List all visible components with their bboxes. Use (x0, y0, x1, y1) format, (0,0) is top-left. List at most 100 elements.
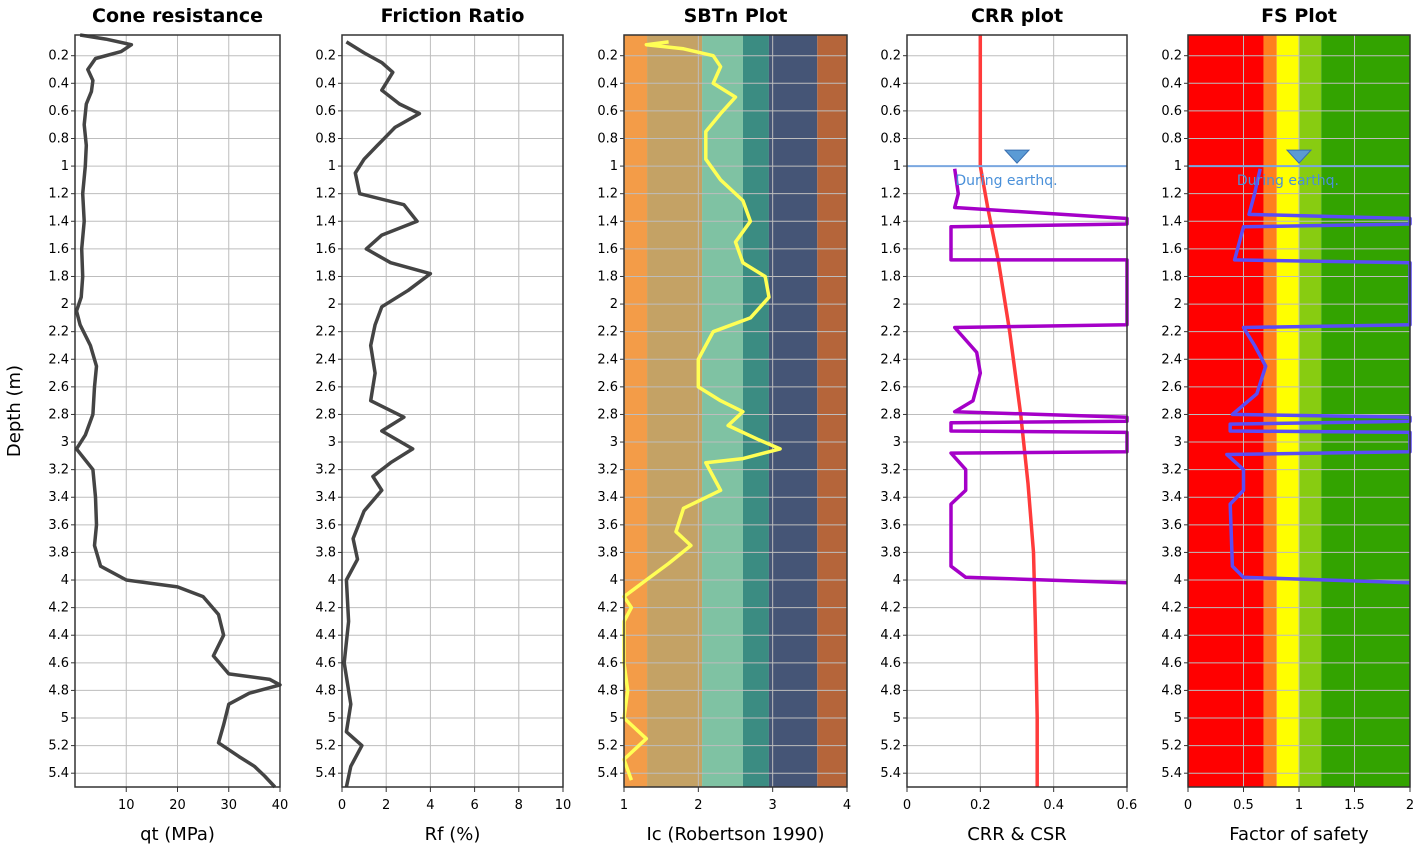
x-tick-label: 2 (1406, 798, 1414, 813)
x-axis-label: Ic (Robertson 1990) (647, 824, 825, 845)
y-tick-label: 3.2 (880, 463, 901, 478)
y-tick-label: 0.8 (1161, 131, 1182, 146)
y-tick-label: 5.4 (315, 766, 336, 781)
panel-title: Friction Ratio (381, 5, 525, 27)
y-tick-label: 1.6 (48, 242, 69, 257)
y-tick-label: 1.4 (1161, 214, 1182, 229)
y-tick-label: 0.2 (597, 49, 618, 64)
y-tick-label: 4.8 (48, 683, 69, 698)
y-tick-label: 3.2 (597, 463, 618, 478)
y-tick-label: 0.4 (48, 76, 69, 91)
y-tick-label: 2 (610, 297, 618, 312)
y-tick-label: 1 (610, 159, 618, 174)
y-tick-label: 5.4 (597, 766, 618, 781)
y-tick-label: 0.2 (48, 49, 69, 64)
zone-band-5 (768, 35, 818, 787)
data-series-1 (1225, 168, 1412, 585)
y-tick-label: 2.6 (315, 380, 336, 395)
y-tick-label: 0.6 (1161, 104, 1182, 119)
data-series-1 (622, 40, 782, 781)
y-tick-label: 5.4 (880, 766, 901, 781)
y-tick-label: 3.4 (880, 490, 901, 505)
y-tick-label: 2.6 (597, 380, 618, 395)
x-tick-label: 3 (769, 798, 777, 813)
y-tick-label: 3.8 (315, 545, 336, 560)
y-tick-label: 2.2 (48, 325, 69, 340)
y-tick-label: 1.2 (880, 187, 901, 202)
y-tick-label: 0.4 (1161, 76, 1182, 91)
y-tick-label: 1.8 (48, 269, 69, 284)
y-tick-label: 1.2 (48, 187, 69, 202)
zone-band-6 (817, 35, 847, 787)
y-tick-label: 4.4 (315, 628, 336, 643)
y-tick-label: 1.8 (597, 269, 618, 284)
y-tick-label: 0.8 (880, 131, 901, 146)
y-tick-label: 0.2 (1161, 49, 1182, 64)
data-series-1 (978, 35, 1039, 787)
x-tick-label: 0.2 (970, 798, 991, 813)
water-table-label: During earthq. (955, 173, 1057, 189)
panel-title: CRR plot (971, 5, 1063, 27)
y-tick-label: 4 (1174, 573, 1182, 588)
x-axis-label: CRR & CSR (967, 824, 1067, 845)
y-tick-label: 2.4 (315, 352, 336, 367)
x-tick-label: 20 (169, 798, 186, 813)
data-series-2 (949, 168, 1129, 585)
y-tick-label: 3 (61, 435, 69, 450)
y-tick-label: 0.6 (315, 104, 336, 119)
y-tick-label: 3.4 (597, 490, 618, 505)
zone-band-1 (624, 35, 648, 787)
y-tick-label: 1.4 (597, 214, 618, 229)
y-tick-label: 5.2 (880, 739, 901, 754)
x-tick-label: 0.6 (1117, 798, 1138, 813)
x-axis-label: qt (MPa) (140, 824, 215, 845)
y-tick-label: 1 (893, 159, 901, 174)
y-tick-label: 3.6 (48, 518, 69, 533)
y-tick-label: 3.4 (315, 490, 336, 505)
y-tick-label: 1 (1174, 159, 1182, 174)
y-tick-label: 2 (1174, 297, 1182, 312)
water-table-label: During earthq. (1237, 173, 1339, 189)
panel-1: Cone resistance 10 20 30 40 0.2 0.4 0.6 0.8 1 1.2 1… (48, 5, 288, 845)
y-tick-label: 0.6 (597, 104, 618, 119)
y-tick-label: 3 (328, 435, 336, 450)
y-tick-label: 2.8 (1161, 407, 1182, 422)
zone-band-2 (1263, 35, 1277, 787)
y-tick-label: 0.4 (315, 76, 336, 91)
y-tick-label: 5.2 (597, 739, 618, 754)
y-tick-label: 0.4 (597, 76, 618, 91)
y-tick-label: 4 (893, 573, 901, 588)
y-tick-label: 2.8 (48, 407, 69, 422)
y-tick-label: 2.8 (597, 407, 618, 422)
x-tick-label: 6 (470, 798, 478, 813)
panel-4: During earthq. CRR plot 0 0.2 0.4 0.6 0.2 0.4 0.… (880, 5, 1137, 845)
y-tick-label: 2.2 (597, 325, 618, 340)
y-tick-label: 0.2 (880, 49, 901, 64)
y-tick-label: 4.4 (48, 628, 69, 643)
y-tick-label: 4.8 (597, 683, 618, 698)
y-tick-label: 2.4 (48, 352, 69, 367)
x-tick-label: 1 (620, 798, 628, 813)
x-tick-label: 4 (843, 798, 851, 813)
zone-band-5 (1321, 35, 1410, 787)
x-tick-label: 30 (220, 798, 237, 813)
y-tick-label: 3.8 (1161, 545, 1182, 560)
y-tick-label: 2.4 (597, 352, 618, 367)
y-tick-label: 1.6 (880, 242, 901, 257)
x-tick-label: 40 (272, 798, 289, 813)
y-tick-label: 1.4 (315, 214, 336, 229)
zone-band-4 (1299, 35, 1322, 787)
plot-frame (341, 34, 564, 788)
y-tick-label: 3 (1174, 435, 1182, 450)
y-tick-label: 4.2 (315, 601, 336, 616)
data-series-1 (74, 33, 282, 789)
y-tick-label: 2 (328, 297, 336, 312)
y-tick-label: 4.4 (1161, 628, 1182, 643)
y-tick-label: 4.2 (880, 601, 901, 616)
x-tick-label: 2 (382, 798, 390, 813)
y-tick-label: 3.2 (48, 463, 69, 478)
y-tick-label: 3.8 (48, 545, 69, 560)
panel-title: SBTn Plot (684, 5, 788, 27)
y-tick-label: 3 (893, 435, 901, 450)
y-tick-label: 4 (61, 573, 69, 588)
